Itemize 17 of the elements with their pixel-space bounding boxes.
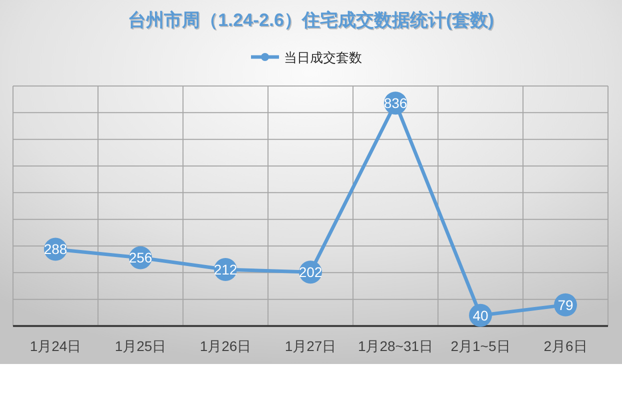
x-tick-label: 1月27日 xyxy=(284,338,336,354)
legend-label: 当日成交套数 xyxy=(284,50,362,65)
x-tick-label: 1月28~31日 xyxy=(358,338,434,354)
data-label: 202 xyxy=(298,264,322,280)
data-label: 79 xyxy=(558,296,574,313)
chart-title: 台州市周（1.24-2.6）住宅成交数据统计(套数) xyxy=(128,11,496,31)
data-label: 40 xyxy=(472,307,488,324)
x-tick-label: 2月6日 xyxy=(544,338,588,354)
x-tick-label: 1月26日 xyxy=(200,338,252,354)
data-label: 836 xyxy=(384,95,408,112)
x-tick-label: 1月25日 xyxy=(114,338,166,354)
data-label: 288 xyxy=(44,241,68,258)
legend: 当日成交套数 xyxy=(251,50,362,65)
data-label: 212 xyxy=(214,261,238,278)
x-tick-label: 1月24日 xyxy=(30,338,82,354)
x-tick-label: 2月1~5日 xyxy=(450,338,510,354)
data-label: 256 xyxy=(128,250,152,266)
